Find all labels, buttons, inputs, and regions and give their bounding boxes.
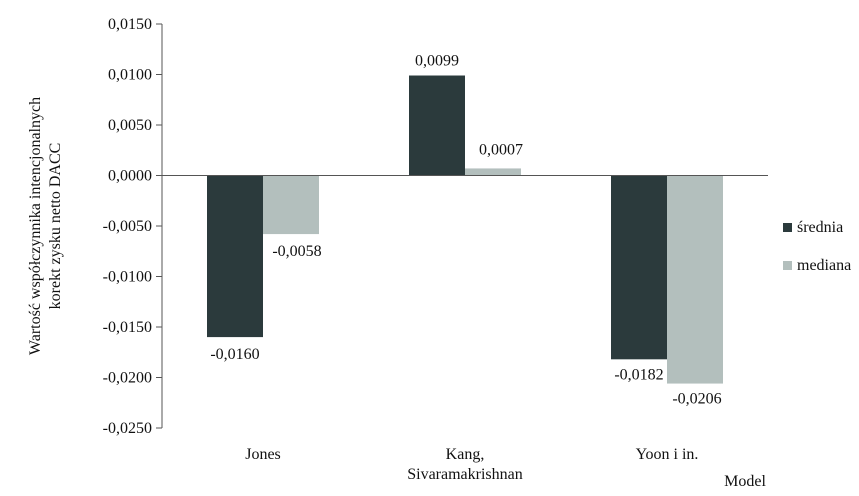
data-label: -0,0058 [272,243,321,260]
y-axis-title-text: Wartość współczynnika intencjonalnych kor… [27,97,64,355]
data-label: 0,0099 [415,53,459,70]
x-tick-label-line: Kang, [446,446,485,463]
y-tick-label: -0,0100 [103,269,152,286]
axes [161,24,768,428]
data-label: -0,0206 [672,391,721,408]
x-tick-label-line: Sivaramakrishnan [407,466,523,483]
bar-mediana [465,168,521,176]
y-tick-label: -0,0050 [103,218,152,235]
x-axis-ticks: Jones Kang, Sivaramakrishnan Yoon i in. [245,446,698,483]
legend-swatch [783,223,792,232]
x-tick-label-line: Jones [245,446,281,463]
y-axis-title-line: korekt zysku netto DACC [47,143,64,310]
data-label: 0,0007 [479,141,523,158]
y-axis-title: Wartość współczynnika intencjonalnych kor… [27,97,64,355]
bar-srednia [207,175,263,338]
y-tick-label: -0,0250 [103,420,152,437]
legend-swatch [783,261,792,270]
x-tick-label: Yoon i in. [636,446,699,463]
x-tick-label: Jones [245,446,281,463]
x-tick-label-line: Yoon i in. [636,446,699,463]
bar-srednia [611,175,667,360]
y-tick-label: 0,0000 [108,168,152,185]
y-tick-label: -0,0200 [103,370,152,387]
bar-mediana [667,175,723,384]
legend-label: mediana [797,257,851,274]
data-label: -0,0160 [210,346,259,363]
legend-label: średnia [797,219,843,236]
data-label: -0,0182 [614,366,663,383]
bars [207,75,723,384]
y-tick-label: 0,0050 [108,117,152,134]
legend: średnia mediana [783,219,851,274]
x-tick-label: Kang, Sivaramakrishnan [407,446,523,483]
y-axis-ticks: 0,0150 0,0100 0,0050 0,0000 -0,0050 -0,0100 -0… [103,16,162,437]
bar-srednia [409,75,465,176]
x-axis-title: Model [724,473,766,490]
y-tick-label: 0,0150 [108,16,152,33]
y-tick-label: 0,0100 [108,67,152,84]
bar-mediana [263,175,319,235]
data-labels: -0,0160 0,0099 -0,0182 -0,0058 0,0007 -0,0206 [210,53,721,408]
y-axis-title-line: Wartość współczynnika intencjonalnych [27,97,44,355]
y-tick-label: -0,0150 [103,319,152,336]
